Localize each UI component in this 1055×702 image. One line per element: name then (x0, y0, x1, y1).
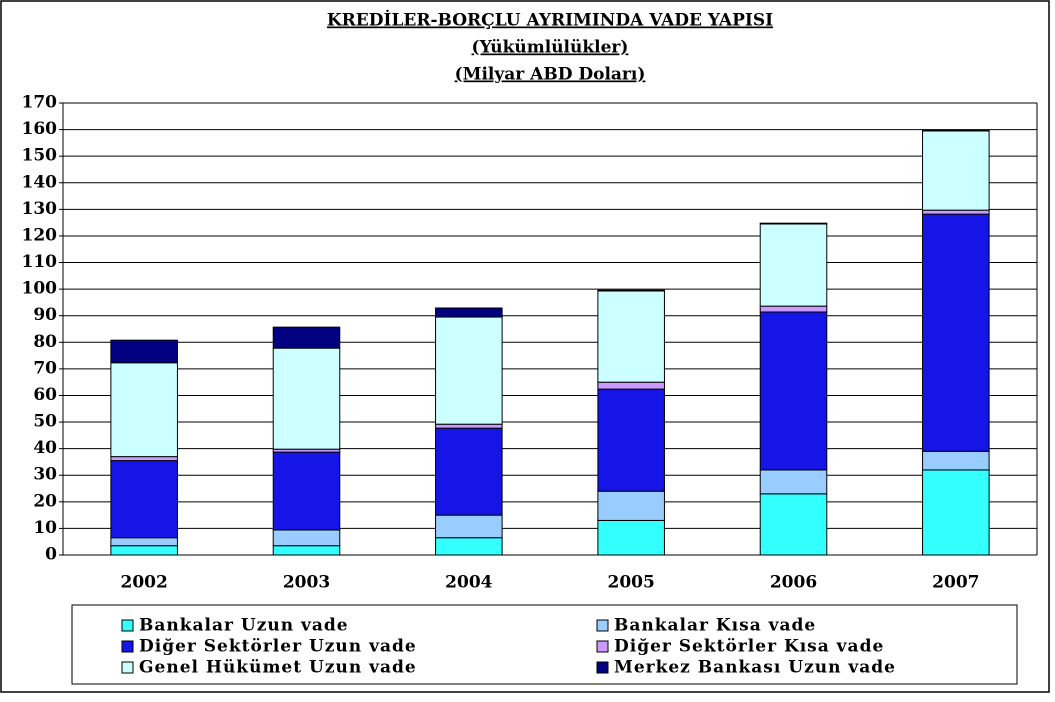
x-tick-label: 2002 (121, 573, 168, 593)
bar-segment (922, 450, 990, 471)
bar-segment (922, 129, 990, 132)
y-tick-label: 90 (33, 305, 57, 325)
legend-label: Genel Hükümet Uzun vade (139, 658, 417, 678)
bar-segment (759, 223, 828, 307)
bar-segment (922, 469, 990, 556)
bar-segment (759, 311, 828, 471)
y-tick-label: 100 (22, 279, 58, 299)
x-tick-label: 2007 (932, 573, 979, 593)
legend-label: Bankalar Kısa vade (614, 616, 816, 636)
y-tick-label: 130 (22, 199, 58, 219)
chart-title: KREDİLER-BORÇLU AYRIMINDA VADE YAPISI (327, 10, 773, 31)
bar-segment (597, 290, 665, 383)
legend-swatch (596, 661, 609, 674)
bar-segment (110, 545, 178, 556)
bar-segment (922, 130, 990, 211)
legend-label: Merkez Bankası Uzun vade (614, 658, 896, 678)
chart-subtitle: (Yükümlülükler) (472, 38, 629, 58)
legend-swatch (121, 619, 134, 632)
bar-segment (272, 451, 341, 531)
bar-segment (759, 469, 828, 495)
x-tick-label: 2006 (770, 573, 817, 593)
chart-subtitle: (Milyar ABD Doları) (455, 65, 646, 85)
bar-segment (922, 209, 990, 215)
bar-segment (922, 213, 990, 452)
legend-label: Bankalar Uzun vade (139, 616, 349, 636)
bar-segment (110, 460, 178, 539)
y-tick-label: 170 (22, 93, 58, 113)
bar-segment (435, 514, 503, 539)
bar-segment (110, 339, 178, 364)
y-tick-label: 160 (22, 119, 58, 139)
x-tick-label: 2004 (445, 573, 492, 593)
legend-label: Diğer Sektörler Uzun vade (139, 637, 417, 657)
bar-segment (759, 222, 828, 225)
y-tick-label: 110 (22, 252, 58, 272)
x-tick-label: 2005 (608, 573, 655, 593)
y-tick-label: 70 (33, 358, 57, 378)
bar-segment (272, 326, 341, 349)
y-tick-label: 0 (45, 545, 57, 565)
bar-segment (759, 305, 828, 313)
bar-segment (272, 545, 341, 556)
bar-segment (435, 307, 503, 318)
y-tick-label: 40 (33, 438, 57, 458)
bar-segment (597, 388, 665, 492)
legend-swatch (121, 661, 134, 674)
legend (71, 604, 1018, 685)
legend-swatch (596, 619, 609, 632)
y-tick-label: 150 (22, 146, 58, 166)
y-tick-label: 120 (22, 225, 58, 245)
bar-segment (272, 529, 341, 547)
bar-segment (759, 493, 828, 556)
bar-segment (435, 423, 503, 429)
legend-swatch (596, 640, 609, 653)
y-tick-label: 140 (22, 172, 58, 192)
bar-segment (435, 427, 503, 516)
bar-segment (110, 537, 178, 547)
bar-segment (597, 381, 665, 390)
x-tick-label: 2003 (283, 573, 330, 593)
y-tick-label: 60 (33, 385, 57, 405)
legend-label: Diğer Sektörler Kısa vade (614, 637, 884, 657)
bar-segment (597, 490, 665, 521)
y-tick-label: 80 (33, 332, 57, 352)
bar-segment (110, 362, 178, 458)
bar-segment (272, 347, 341, 450)
bar-segment (597, 289, 665, 292)
bar-segment (597, 519, 665, 556)
bar-segment (435, 537, 503, 556)
y-tick-label: 20 (33, 491, 57, 511)
bar-segment (435, 316, 503, 425)
legend-swatch (121, 640, 134, 653)
y-tick-label: 30 (33, 465, 57, 485)
bar-segment (110, 456, 178, 462)
y-tick-label: 50 (33, 412, 57, 432)
y-tick-label: 10 (33, 518, 57, 538)
